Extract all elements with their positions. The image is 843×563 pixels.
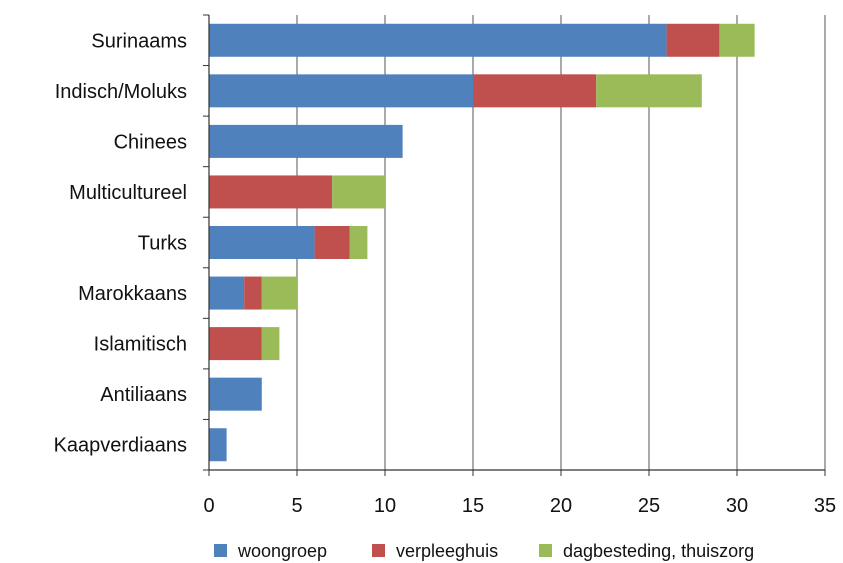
category-label-0: Surinaams [91,30,187,52]
category-label-1: Indisch/Moluks [55,81,187,103]
x-tick-label-6: 30 [726,495,748,517]
bar-8-0 [209,428,227,462]
bar-4-2 [349,226,368,259]
legend-swatch-0 [214,544,227,557]
legend-label-0: woongroep [237,541,327,561]
bar-7-0 [209,377,262,411]
bars [209,23,755,462]
legend-swatch-2 [539,544,552,557]
axes [203,14,826,476]
x-tick-label-3: 15 [462,495,484,517]
bar-1-1 [473,74,597,108]
category-label-6: Islamitisch [94,334,187,356]
legend-label-2: dagbesteding, thuiszorg [563,541,754,561]
legend-swatch-1 [372,544,385,557]
bar-5-0 [209,276,245,310]
bar-0-0 [209,23,667,57]
category-label-3: Multicultureel [69,182,187,204]
bar-0-1 [666,23,720,57]
x-tick-label-1: 5 [291,495,302,517]
x-tick-label-0: 0 [203,495,214,517]
legend: woongroep verpleeghuis dagbesteding, thuis… [214,541,754,561]
category-label-8: Kaapverdiaans [54,435,187,457]
x-tick-label-4: 20 [550,495,572,517]
bar-3-2 [332,175,385,209]
x-tick-label-5: 25 [638,495,660,517]
x-tick-label-7: 35 [814,495,836,517]
category-label-7: Antiliaans [100,384,187,406]
bar-5-1 [244,276,262,310]
category-label-4: Turks [138,233,187,255]
x-tick-labels: 0 5 10 15 20 25 30 35 [203,495,836,517]
bar-1-0 [209,74,473,108]
category-label-2: Chinees [114,131,187,153]
x-tick-label-2: 10 [374,495,396,517]
bar-6-2 [261,327,280,361]
category-labels: Surinaams Indisch/Moluks Chinees Multicultu… [54,30,187,456]
legend-label-1: verpleeghuis [396,541,498,561]
bar-1-2 [596,74,702,108]
bar-4-1 [314,226,350,259]
bar-3-1 [209,175,333,209]
bar-6-1 [209,327,262,361]
bar-0-2 [719,23,755,57]
category-label-5: Marokkaans [78,283,187,305]
bar-4-0 [209,226,315,259]
bar-5-2 [261,276,297,310]
bar-2-0 [209,124,403,158]
